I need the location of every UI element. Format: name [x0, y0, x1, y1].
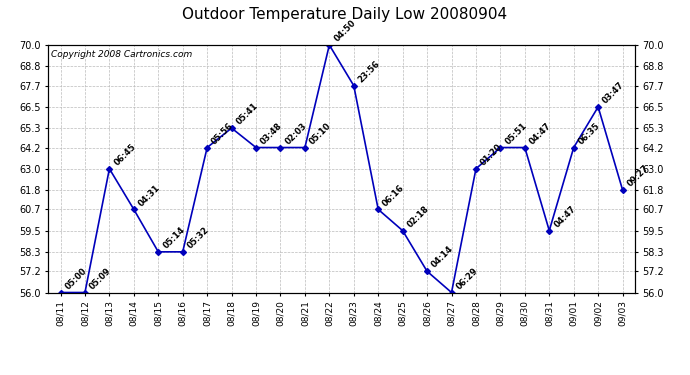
Text: 05:51: 05:51 — [503, 121, 529, 146]
Text: 02:18: 02:18 — [406, 204, 431, 229]
Text: 06:45: 06:45 — [112, 142, 137, 167]
Text: 04:47: 04:47 — [552, 204, 578, 229]
Text: 05:09: 05:09 — [88, 266, 113, 291]
Text: 03:47: 03:47 — [601, 80, 627, 105]
Text: 04:14: 04:14 — [430, 244, 455, 270]
Text: 06:16: 06:16 — [381, 183, 406, 208]
Text: 05:00: 05:00 — [63, 266, 88, 291]
Text: Outdoor Temperature Daily Low 20080904: Outdoor Temperature Daily Low 20080904 — [182, 8, 508, 22]
Text: 04:31: 04:31 — [137, 183, 162, 208]
Text: 05:10: 05:10 — [308, 121, 333, 146]
Text: 04:50: 04:50 — [333, 18, 357, 44]
Text: 01:20: 01:20 — [479, 142, 504, 167]
Text: 05:56: 05:56 — [210, 121, 235, 146]
Text: 06:35: 06:35 — [577, 121, 602, 146]
Text: 05:14: 05:14 — [161, 225, 186, 251]
Text: 05:32: 05:32 — [186, 225, 211, 251]
Text: 02:03: 02:03 — [284, 121, 308, 146]
Text: 09:27: 09:27 — [626, 164, 651, 189]
Text: 05:41: 05:41 — [235, 101, 260, 127]
Text: 06:29: 06:29 — [455, 266, 480, 291]
Text: 04:47: 04:47 — [528, 121, 553, 146]
Text: 23:56: 23:56 — [357, 59, 382, 84]
Text: 03:48: 03:48 — [259, 121, 284, 146]
Text: Copyright 2008 Cartronics.com: Copyright 2008 Cartronics.com — [51, 50, 193, 59]
